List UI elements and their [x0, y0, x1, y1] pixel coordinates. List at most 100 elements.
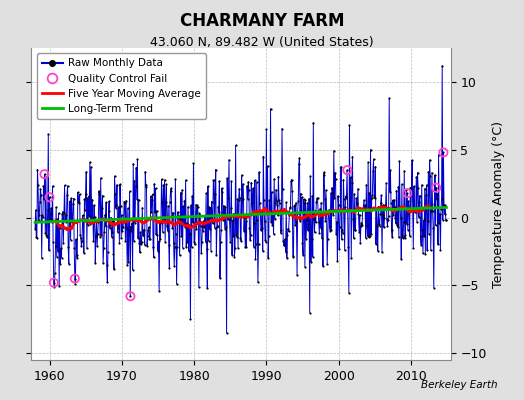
Point: [361, 206, 369, 212]
Point: [366, 233, 374, 239]
Point: [383, 223, 391, 229]
Point: [84, 193, 93, 200]
Point: [135, 240, 144, 246]
Point: [250, 177, 259, 184]
Point: [201, 238, 210, 245]
Point: [237, 238, 245, 244]
Point: [376, 211, 385, 218]
Point: [59, 239, 68, 246]
Point: [179, 244, 187, 251]
Point: [172, 281, 181, 287]
Point: [202, 190, 210, 196]
Text: Berkeley Earth: Berkeley Earth: [421, 380, 498, 390]
Point: [228, 252, 236, 258]
Point: [325, 207, 333, 213]
Point: [112, 202, 121, 208]
Point: [200, 217, 208, 224]
Point: [307, 258, 315, 265]
Point: [230, 210, 238, 217]
Point: [174, 215, 182, 222]
Point: [108, 228, 116, 235]
Point: [83, 195, 92, 201]
Point: [254, 279, 262, 285]
Point: [381, 202, 389, 208]
Point: [208, 212, 216, 219]
Point: [252, 240, 260, 247]
Point: [341, 204, 350, 210]
Point: [394, 184, 402, 190]
Point: [165, 242, 173, 248]
Point: [72, 236, 80, 242]
Point: [112, 205, 120, 211]
Point: [119, 217, 128, 224]
Point: [246, 236, 254, 243]
Point: [50, 280, 58, 286]
Point: [155, 238, 163, 244]
Point: [154, 248, 162, 254]
Point: [428, 169, 436, 176]
Point: [290, 203, 298, 210]
Point: [431, 172, 439, 178]
Point: [215, 178, 224, 184]
Point: [429, 207, 437, 214]
Point: [341, 247, 349, 254]
Point: [243, 183, 251, 189]
Point: [234, 244, 242, 251]
Point: [193, 202, 201, 209]
Point: [380, 215, 389, 221]
Point: [270, 216, 279, 222]
Point: [283, 231, 292, 238]
Point: [226, 204, 235, 211]
Point: [301, 264, 309, 270]
Point: [244, 196, 252, 202]
Point: [435, 211, 444, 217]
Point: [214, 204, 222, 210]
Point: [388, 234, 397, 240]
Point: [190, 241, 199, 248]
Point: [246, 232, 255, 238]
Point: [337, 163, 345, 170]
Point: [440, 202, 448, 209]
Point: [225, 217, 234, 224]
Point: [258, 210, 266, 216]
Point: [96, 234, 104, 240]
Point: [346, 206, 354, 212]
Point: [153, 232, 161, 238]
Point: [355, 228, 363, 235]
Point: [427, 208, 435, 214]
Point: [305, 309, 314, 316]
Point: [232, 232, 241, 238]
Point: [439, 149, 447, 156]
Point: [45, 247, 53, 254]
Point: [310, 216, 318, 222]
Point: [133, 156, 141, 162]
Point: [160, 177, 169, 183]
Point: [84, 222, 92, 228]
Point: [148, 191, 157, 198]
Point: [432, 184, 440, 191]
Point: [244, 178, 253, 185]
Point: [88, 196, 96, 203]
Point: [147, 193, 155, 200]
Point: [99, 192, 107, 199]
Point: [408, 157, 416, 164]
Point: [218, 188, 226, 195]
Point: [232, 142, 240, 149]
Point: [169, 209, 177, 216]
Point: [400, 168, 408, 174]
Point: [385, 95, 394, 101]
Point: [266, 106, 275, 112]
Point: [397, 256, 406, 262]
Point: [147, 209, 156, 215]
Point: [63, 192, 71, 198]
Point: [356, 240, 365, 246]
Point: [85, 159, 94, 166]
Point: [169, 240, 178, 246]
Point: [345, 122, 354, 128]
Point: [79, 217, 88, 223]
Point: [171, 176, 180, 182]
Legend: Raw Monthly Data, Quality Control Fail, Five Year Moving Average, Long-Term Tren: Raw Monthly Data, Quality Control Fail, …: [37, 53, 206, 119]
Point: [302, 236, 310, 242]
Point: [39, 183, 48, 189]
Point: [127, 223, 135, 230]
